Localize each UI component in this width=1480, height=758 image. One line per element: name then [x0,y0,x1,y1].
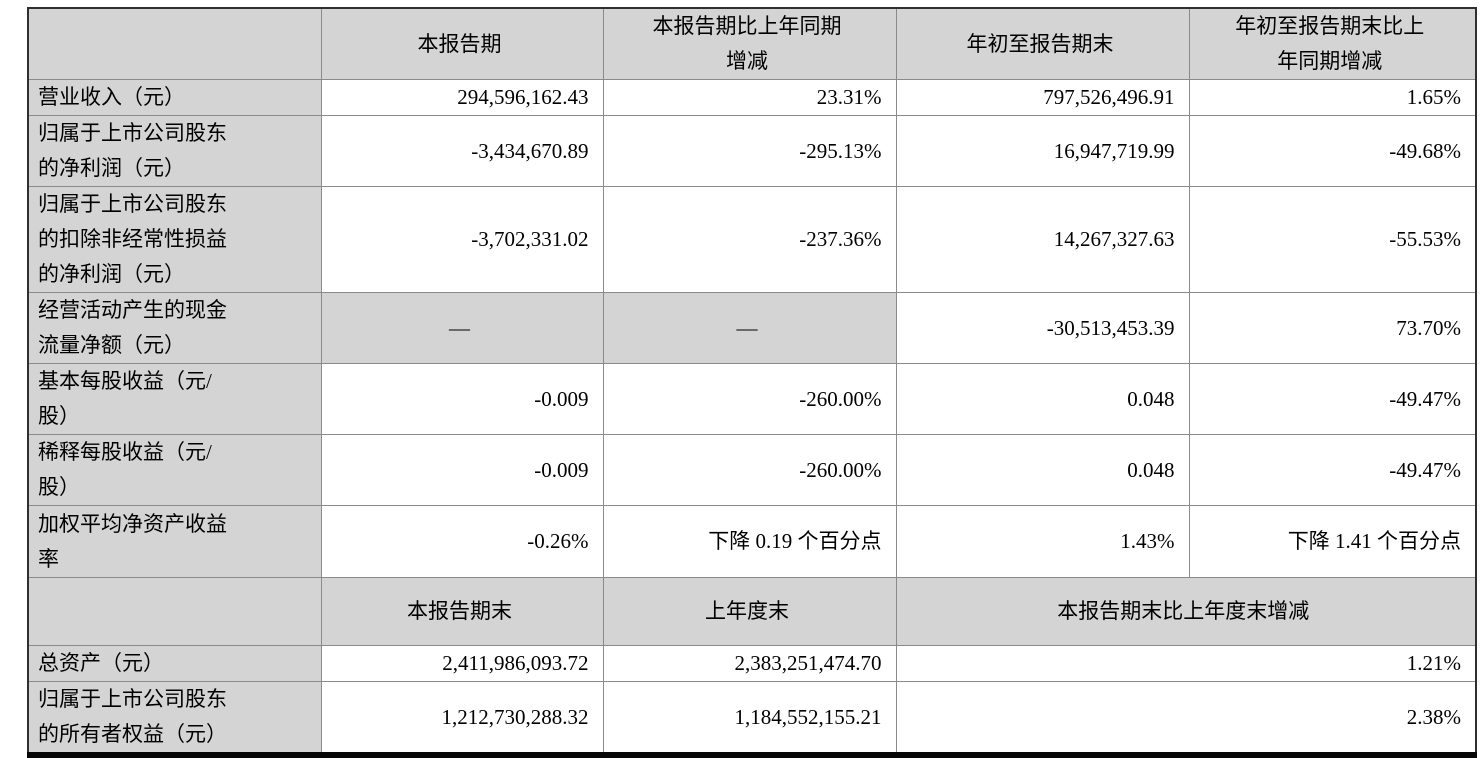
cell-ytd-change: -49.47% [1188,363,1477,435]
cell-prior-year-end: 1,184,552,155.21 [602,681,897,756]
cell-ytd: -30,513,453.39 [895,292,1190,364]
cell-current-change: 23.31% [602,79,897,116]
header-end-of-period: 本报告期末 [320,577,604,646]
row-basic-eps: 基本每股收益（元/ 股） -0.009 -260.00% 0.048 -49.4… [27,363,1477,435]
row-label: 基本每股收益（元/ 股） [27,363,322,435]
cell-ytd-change: 1.65% [1188,79,1477,116]
cell-ytd-change: 下降 1.41 个百分点 [1188,505,1477,578]
row-label: 营业收入（元） [27,79,322,116]
cell-ytd: 16,947,719.99 [895,115,1190,187]
cell-prior-year-end: 2,383,251,474.70 [602,645,897,682]
row-label: 稀释每股收益（元/ 股） [27,434,322,506]
cell-current: -0.009 [320,363,604,435]
row-equity-attributable: 归属于上市公司股东 的所有者权益（元） 1,212,730,288.32 1,1… [27,681,1477,756]
cell-current-change-na: — [602,292,897,364]
cell-ytd: 1.43% [895,505,1190,578]
header-period-end-vs-prior-year-end-change: 本报告期末比上年度末增减 [895,577,1477,646]
cell-ytd-change: -49.47% [1188,434,1477,506]
cell-change: 2.38% [895,681,1477,756]
row-label: 归属于上市公司股东 的净利润（元） [27,115,322,187]
cell-ytd: 0.048 [895,434,1190,506]
cell-current-change: 下降 0.19 个百分点 [602,505,897,578]
cell-current: -0.26% [320,505,604,578]
row-label: 加权平均净资产收益 率 [27,505,322,578]
cell-current-change: -260.00% [602,363,897,435]
cell-change: 1.21% [895,645,1477,682]
period-header-row: 本报告期 本报告期比上年同期 增减 年初至报告期末 年初至报告期末比上 年同期增… [27,7,1477,80]
row-weighted-avg-roe: 加权平均净资产收益 率 -0.26% 下降 0.19 个百分点 1.43% 下降… [27,505,1477,578]
position-header-row: 本报告期末 上年度末 本报告期末比上年度末增减 [27,577,1477,646]
cell-end-of-period: 1,212,730,288.32 [320,681,604,756]
row-total-assets: 总资产（元） 2,411,986,093.72 2,383,251,474.70… [27,645,1477,682]
row-net-profit-attributable: 归属于上市公司股东 的净利润（元） -3,434,670.89 -295.13%… [27,115,1477,187]
header2-corner-blank [27,577,322,646]
row-net-profit-excl-nonrecurring: 归属于上市公司股东 的扣除非经常性损益 的净利润（元） -3,702,331.0… [27,186,1477,293]
row-operating-cash-flow: 经营活动产生的现金 流量净额（元） — — -30,513,453.39 73.… [27,292,1477,364]
cell-ytd: 0.048 [895,363,1190,435]
header-ytd: 年初至报告期末 [895,7,1190,80]
financial-summary-table: 本报告期 本报告期比上年同期 增减 年初至报告期末 年初至报告期末比上 年同期增… [27,7,1477,758]
cell-ytd-change: 73.70% [1188,292,1477,364]
row-operating-revenue: 营业收入（元） 294,596,162.43 23.31% 797,526,49… [27,79,1477,116]
row-diluted-eps: 稀释每股收益（元/ 股） -0.009 -260.00% 0.048 -49.4… [27,434,1477,506]
row-label: 归属于上市公司股东 的所有者权益（元） [27,681,322,756]
cell-end-of-period: 2,411,986,093.72 [320,645,604,682]
header-corner-blank [27,7,322,80]
cell-ytd: 14,267,327.63 [895,186,1190,293]
row-label: 经营活动产生的现金 流量净额（元） [27,292,322,364]
cell-current: 294,596,162.43 [320,79,604,116]
cell-ytd: 797,526,496.91 [895,79,1190,116]
cell-current-change: -237.36% [602,186,897,293]
header-current-period: 本报告期 [320,7,604,80]
cell-current-change: -260.00% [602,434,897,506]
cell-current-change: -295.13% [602,115,897,187]
cell-current: -3,702,331.02 [320,186,604,293]
cell-current: -3,434,670.89 [320,115,604,187]
row-label: 归属于上市公司股东 的扣除非经常性损益 的净利润（元） [27,186,322,293]
cell-current-na: — [320,292,604,364]
cell-ytd-change: -55.53% [1188,186,1477,293]
row-label: 总资产（元） [27,645,322,682]
cell-current: -0.009 [320,434,604,506]
cell-ytd-change: -49.68% [1188,115,1477,187]
header-prior-year-end: 上年度末 [602,577,897,646]
header-ytd-yoy-change: 年初至报告期末比上 年同期增减 [1188,7,1477,80]
header-current-period-yoy-change: 本报告期比上年同期 增减 [602,7,897,80]
